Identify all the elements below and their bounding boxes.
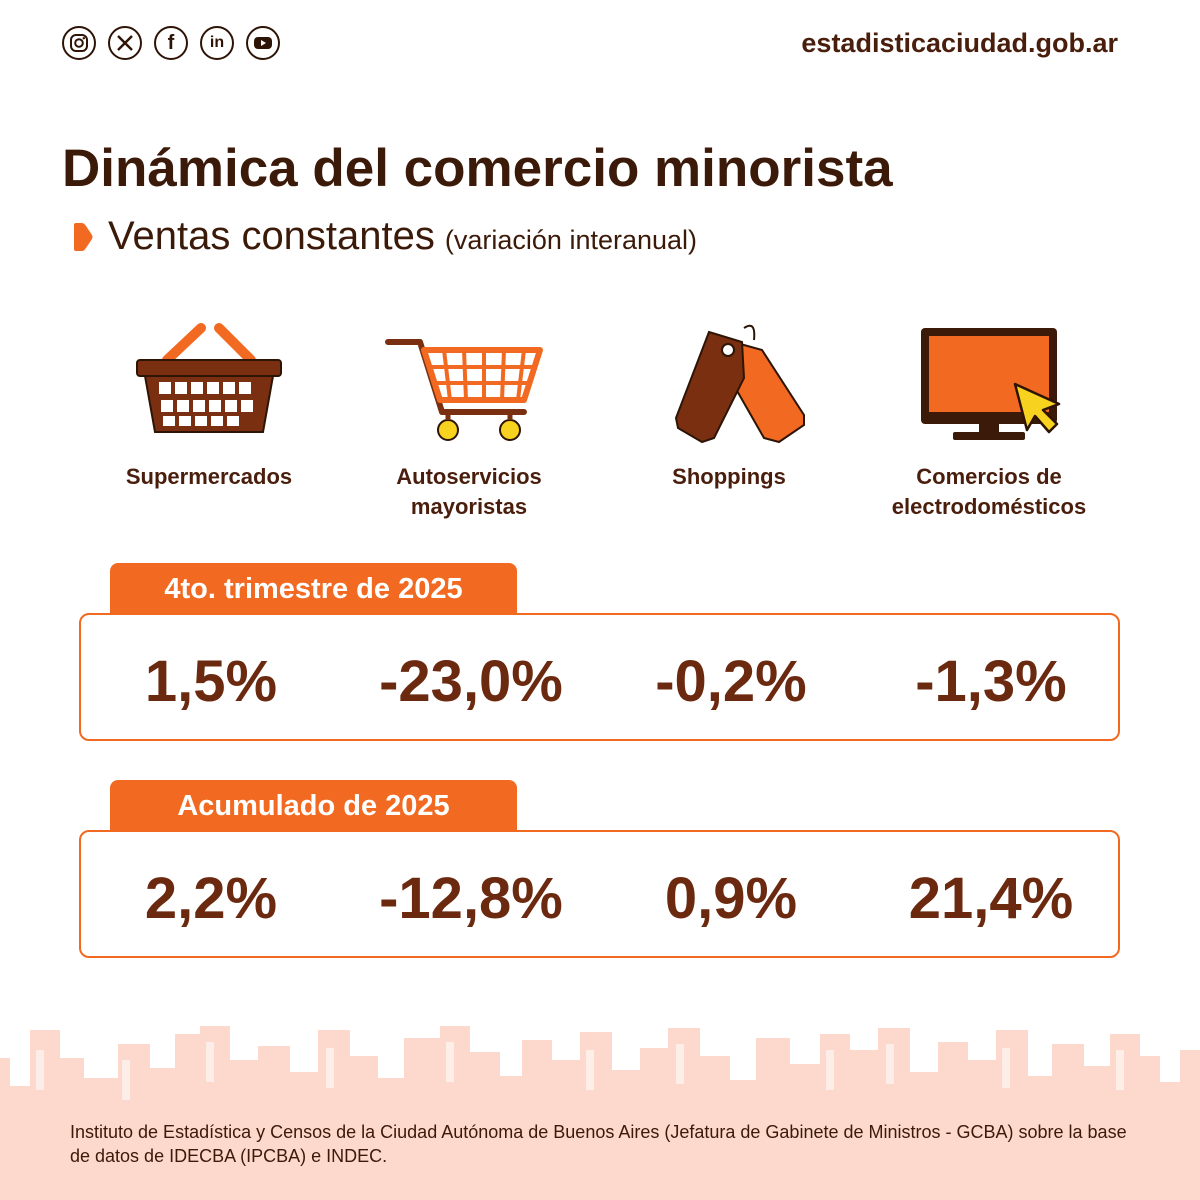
page-title: Dinámica del comercio minorista bbox=[62, 139, 893, 198]
category-label-electrodomesticos: Comercios de electrodomésticos bbox=[859, 462, 1119, 522]
category-label-supermercados: Supermercados bbox=[79, 462, 339, 492]
price-tags-icon bbox=[599, 320, 859, 450]
site-url[interactable]: estadisticaciudad.gob.ar bbox=[801, 28, 1118, 58]
q4-tab: 4to. trimestre de 2025 bbox=[110, 563, 517, 615]
source-note: Instituto de Estadística y Censos de la … bbox=[70, 1122, 1127, 1166]
label-line: Comercios de bbox=[916, 464, 1062, 489]
category-label-autoservicios: Autoservicios mayoristas bbox=[339, 462, 599, 522]
ytd-value-electrodomesticos: 21,4% bbox=[908, 866, 1074, 931]
linkedin-icon[interactable]: in bbox=[200, 26, 234, 60]
bullet-arrow-icon bbox=[74, 222, 93, 251]
ytd-value-autoservicios: -12,8% bbox=[379, 866, 563, 931]
label-line: Autoservicios bbox=[396, 464, 542, 489]
q4-value-electrodomesticos: -1,3% bbox=[915, 649, 1067, 714]
q4-value-supermercados: 1,5% bbox=[144, 649, 278, 714]
ytd-value-supermercados: 2,2% bbox=[144, 866, 278, 931]
monitor-cursor-icon bbox=[859, 320, 1119, 445]
label-line: Supermercados bbox=[125, 464, 293, 489]
facebook-glyph: f bbox=[167, 31, 175, 54]
facebook-icon[interactable]: f bbox=[154, 26, 188, 60]
q4-value-shoppings: -0,2% bbox=[655, 649, 807, 714]
social-links: f in bbox=[62, 26, 280, 60]
q4-value-autoservicios: -23,0% bbox=[379, 649, 563, 714]
q4-values-box: 1,5% -23,0% -0,2% -1,3% bbox=[79, 613, 1120, 741]
subtitle: Ventas constantes (variación interanual) bbox=[72, 214, 697, 259]
shopping-cart-icon bbox=[339, 320, 599, 445]
linkedin-glyph: in bbox=[209, 34, 225, 51]
label-line: electrodomésticos bbox=[891, 494, 1087, 519]
category-label-shoppings: Shoppings bbox=[599, 462, 859, 492]
city-skyline bbox=[0, 1026, 1200, 1200]
ytd-values-box: 2,2% -12,8% 0,9% 21,4% bbox=[79, 830, 1120, 958]
instagram-icon[interactable] bbox=[62, 26, 96, 60]
shopping-basket-icon bbox=[79, 320, 339, 440]
ytd-value-shoppings: 0,9% bbox=[664, 866, 798, 931]
subtitle-paren: (variación interanual) bbox=[444, 225, 698, 255]
label-line: Shoppings bbox=[672, 464, 786, 489]
ytd-tab: Acumulado de 2025 bbox=[110, 780, 517, 832]
x-icon[interactable] bbox=[108, 26, 142, 60]
subtitle-main: Ventas constantes bbox=[108, 214, 435, 258]
label-line: mayoristas bbox=[410, 494, 528, 519]
youtube-icon[interactable] bbox=[246, 26, 280, 60]
